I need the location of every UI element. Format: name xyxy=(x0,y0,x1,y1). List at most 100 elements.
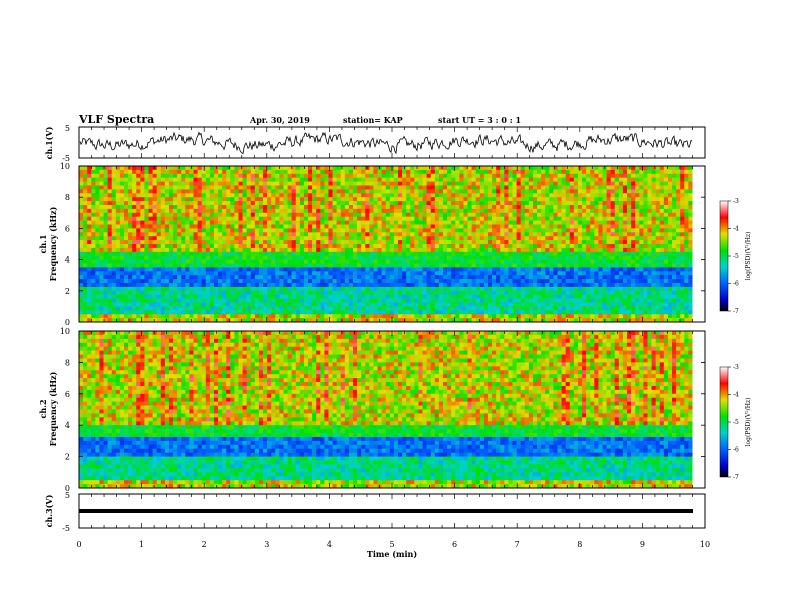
spectrogram-cell xyxy=(103,244,108,249)
spectrogram-cell xyxy=(316,263,321,268)
spectrogram-cell xyxy=(271,208,276,214)
spectrogram-cell xyxy=(263,244,268,249)
spectrogram-cell xyxy=(475,201,481,206)
date-label: Apr. 30, 2019 xyxy=(249,115,310,125)
spectrogram-cell xyxy=(87,306,92,311)
spectrogram-cell xyxy=(103,228,108,233)
spectrogram-cell xyxy=(487,189,493,194)
spectrogram-cell xyxy=(160,169,166,175)
spectrogram-cell xyxy=(582,271,587,276)
spectrogram-cell xyxy=(299,271,305,276)
spectrogram-cell xyxy=(324,197,329,202)
spectrogram-cell xyxy=(569,318,575,323)
spectrogram-cell xyxy=(156,244,162,249)
spectrogram-cell xyxy=(434,251,440,256)
spectrogram-cell xyxy=(308,267,313,272)
spectrogram-cell xyxy=(586,205,591,210)
spectrogram-cell xyxy=(279,279,284,284)
spectrogram-cell xyxy=(512,169,517,175)
spectrogram-cell xyxy=(177,247,182,253)
spectrogram-cell xyxy=(512,228,517,233)
spectrogram-cell xyxy=(193,298,198,303)
spectrogram-cell xyxy=(156,306,162,311)
spectrogram-cell xyxy=(516,240,522,245)
spectrogram-cell xyxy=(287,212,292,217)
spectrogram-cell xyxy=(91,318,96,323)
spectrogram-cell xyxy=(336,228,342,233)
spectrogram-cell xyxy=(258,228,264,233)
spectrogram-cell xyxy=(320,228,325,233)
spectrogram-cell xyxy=(283,267,288,272)
spectrogram-cell xyxy=(447,205,452,210)
spectrogram-cell xyxy=(79,189,84,194)
spectrogram-cell xyxy=(549,240,554,245)
spectrogram-cell xyxy=(443,212,448,217)
spectrogram-cell xyxy=(152,263,158,268)
spectrogram-cell xyxy=(136,271,141,276)
spectrogram-cell xyxy=(443,267,448,272)
spectrogram-cell xyxy=(389,294,395,299)
spectrogram-cell xyxy=(115,216,121,221)
spectrogram-cell xyxy=(250,193,256,198)
spectrogram-cell xyxy=(128,286,133,292)
spectrogram-cell xyxy=(312,302,317,307)
spectrogram-cell xyxy=(353,318,358,323)
spectrogram-cell xyxy=(303,247,309,253)
spectrogram-cell xyxy=(520,173,526,178)
spectrogram-cell xyxy=(524,193,530,198)
spectrogram-cell xyxy=(324,216,329,221)
spectrogram-cell xyxy=(140,310,145,315)
spectrogram-cell xyxy=(103,298,108,303)
spectrogram-cell xyxy=(173,185,178,190)
spectrogram-cell xyxy=(83,255,88,260)
spectrogram-cell xyxy=(524,302,530,307)
spectrogram-cell xyxy=(381,283,387,288)
spectrogram-cell xyxy=(344,216,350,221)
spectrogram-cell xyxy=(303,271,309,276)
spectrogram-cell xyxy=(222,232,227,237)
spectrogram-cell xyxy=(271,271,276,276)
spectrogram-cell xyxy=(148,166,153,171)
spectrogram-cell xyxy=(303,263,309,268)
spectrogram-cell xyxy=(238,302,243,307)
spectrogram-cell xyxy=(438,224,444,229)
spectrogram-cell xyxy=(479,173,485,178)
spectrogram-cell xyxy=(471,302,477,307)
spectrogram-cell xyxy=(312,216,317,221)
spectrogram-cell xyxy=(357,298,362,303)
spectrogram-cell xyxy=(357,251,362,256)
spectrogram-cell xyxy=(213,314,219,319)
spectrogram-cell xyxy=(430,181,436,186)
spectrogram-cell xyxy=(381,306,387,311)
spectrogram-cell xyxy=(185,298,190,303)
spectrogram-cell xyxy=(467,201,472,206)
spectrogram-cell xyxy=(299,208,305,214)
spectrogram-cell xyxy=(250,205,256,210)
spectrogram-cell xyxy=(205,271,211,276)
spectrogram-cell xyxy=(218,193,223,198)
spectrogram-cell xyxy=(316,244,321,249)
spectrogram-cell xyxy=(205,244,211,249)
spectrogram-cell xyxy=(83,201,88,206)
spectrogram-cell xyxy=(103,294,108,299)
spectrogram-cell xyxy=(398,318,403,323)
spectrogram-cell xyxy=(422,212,427,217)
spectrogram-cell xyxy=(156,220,162,225)
spectrogram-cell xyxy=(136,185,141,190)
spectrogram-cell xyxy=(492,173,497,178)
spectrogram-cell xyxy=(561,185,566,190)
spectrogram-cell xyxy=(328,275,333,280)
spectrogram-cell xyxy=(344,310,350,315)
spectrogram-cell xyxy=(573,290,579,295)
spectrogram-cell xyxy=(532,224,538,229)
spectrogram-cell xyxy=(303,290,309,295)
spectrogram-cell xyxy=(459,185,464,190)
spectrogram-cell xyxy=(336,232,342,237)
spectrogram-cell xyxy=(447,283,452,288)
spectrogram-cell xyxy=(271,166,276,171)
spectrogram-cell xyxy=(279,275,284,280)
spectrogram-cell xyxy=(553,216,558,221)
spectrogram-cell xyxy=(79,275,84,280)
spectrogram-cell xyxy=(385,306,391,311)
spectrogram-cell xyxy=(209,205,215,210)
